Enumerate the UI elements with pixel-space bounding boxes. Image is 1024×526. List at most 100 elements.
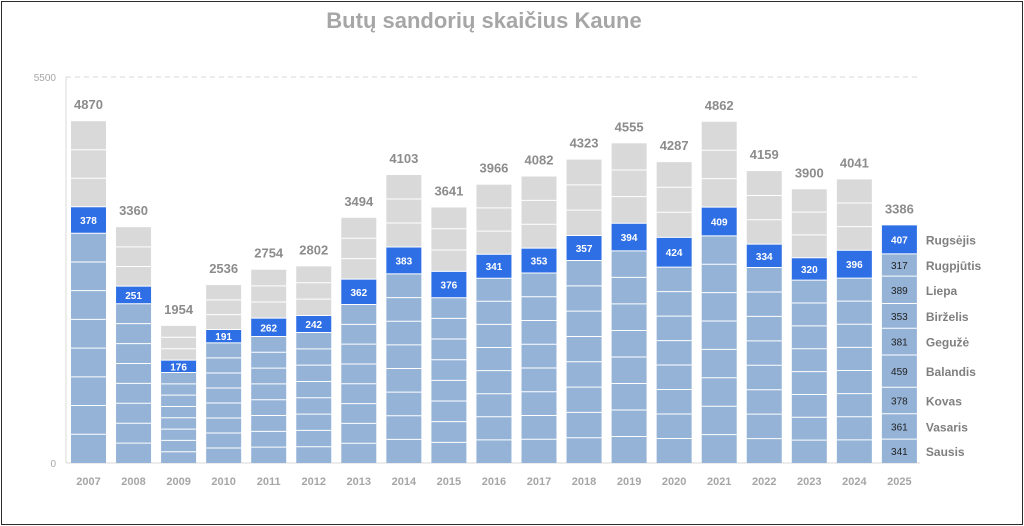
x-tick-label: 2018 xyxy=(572,476,596,488)
september-value-label: 334 xyxy=(756,252,773,263)
bar-segment-september xyxy=(476,254,512,279)
total-value-label: 4870 xyxy=(74,97,103,112)
september-value-label: 341 xyxy=(486,262,503,273)
total-value-label: 4555 xyxy=(615,119,644,134)
y-tick-label: 5500 xyxy=(34,73,57,84)
total-value-label: 4287 xyxy=(660,138,689,153)
month-value-label: 317 xyxy=(891,261,908,272)
bar-segment-september xyxy=(836,250,872,279)
x-tick-label: 2007 xyxy=(76,476,100,488)
y-tick-label: 0 xyxy=(50,459,56,470)
month-value-label: 378 xyxy=(891,396,908,407)
month-value-label: 353 xyxy=(891,312,908,323)
september-value-label: 251 xyxy=(125,291,142,302)
september-value-label: 394 xyxy=(621,233,638,244)
total-value-label: 4082 xyxy=(525,153,554,168)
september-value-label: 407 xyxy=(891,236,908,247)
bar-segment-september xyxy=(881,225,917,254)
month-name-label: Sausis xyxy=(926,445,965,459)
september-value-label: 424 xyxy=(666,248,683,259)
bar-segment-oct-dec xyxy=(116,227,152,287)
bar-segment-oct-dec xyxy=(566,159,602,236)
september-value-label: 191 xyxy=(215,332,232,343)
x-tick-label: 2013 xyxy=(347,476,371,488)
x-tick-label: 2019 xyxy=(617,476,641,488)
bar-segment-september xyxy=(71,206,106,234)
bar-segment-oct-dec xyxy=(701,121,737,208)
september-value-label: 409 xyxy=(711,217,728,228)
total-value-label: 2802 xyxy=(299,242,328,257)
bar-segment-oct-dec xyxy=(476,184,512,255)
total-value-label: 3900 xyxy=(795,165,824,180)
bar-segment-september xyxy=(251,318,287,337)
month-value-label: 361 xyxy=(891,422,908,433)
total-value-label: 3386 xyxy=(885,201,914,216)
bar-segment-september xyxy=(701,207,737,236)
bar-segment-september xyxy=(431,271,467,298)
bar-segment-oct-dec xyxy=(656,162,692,238)
september-value-label: 176 xyxy=(170,362,187,373)
bar-segment-september xyxy=(341,279,377,305)
bar-segment-oct-dec xyxy=(341,217,377,280)
month-name-label: Gegužė xyxy=(926,336,970,350)
month-name-label: Liepa xyxy=(926,284,958,298)
september-value-label: 357 xyxy=(576,244,593,255)
x-tick-label: 2015 xyxy=(437,476,461,488)
total-value-label: 4323 xyxy=(570,136,599,151)
september-value-label: 376 xyxy=(441,281,458,292)
bar-segment-september xyxy=(296,315,332,333)
month-value-label: 459 xyxy=(891,367,908,378)
x-tick-label: 2009 xyxy=(166,476,190,488)
total-value-label: 4159 xyxy=(750,147,779,162)
bar-segment-oct-dec xyxy=(836,179,872,251)
total-value-label: 3641 xyxy=(434,183,463,198)
bar-segment-oct-dec xyxy=(431,207,467,272)
bar-segment-oct-dec xyxy=(206,285,242,330)
month-value-label: 389 xyxy=(891,286,908,297)
month-name-label: Rugpjūtis xyxy=(926,259,982,273)
total-value-label: 2754 xyxy=(254,246,284,261)
bar-segment-september xyxy=(116,286,152,304)
x-tick-label: 2021 xyxy=(707,476,731,488)
september-value-label: 242 xyxy=(305,320,322,331)
bar-segment-oct-dec xyxy=(611,143,647,224)
month-value-label: 381 xyxy=(891,338,908,349)
bar-segment-oct-dec xyxy=(71,121,106,207)
x-tick-label: 2012 xyxy=(302,476,326,488)
x-tick-label: 2014 xyxy=(392,476,417,488)
total-value-label: 1954 xyxy=(164,302,194,317)
september-value-label: 378 xyxy=(80,216,97,227)
month-name-label: Vasaris xyxy=(926,420,968,434)
bar-segment-september xyxy=(566,235,602,261)
bar-segment-september xyxy=(791,257,827,281)
x-tick-label: 2025 xyxy=(887,476,911,488)
bar-segment-september xyxy=(161,360,197,373)
total-value-label: 2536 xyxy=(209,261,238,276)
x-tick-label: 2008 xyxy=(121,476,145,488)
bar-segment-september xyxy=(656,237,692,268)
total-value-label: 3966 xyxy=(479,161,508,176)
september-value-label: 262 xyxy=(260,323,277,334)
bar-segment-september xyxy=(386,247,422,274)
x-tick-label: 2020 xyxy=(662,476,686,488)
bar-segment-oct-dec xyxy=(746,171,782,245)
bar-segment-september xyxy=(611,223,647,251)
month-name-label: Rugsėjis xyxy=(926,234,976,248)
chart-title: Butų sandorių skaičius Kaune xyxy=(326,8,642,33)
bar-segment-september xyxy=(521,248,557,273)
bar-segment-oct-dec xyxy=(296,266,332,316)
x-tick-label: 2023 xyxy=(797,476,821,488)
bar-segment-oct-dec xyxy=(251,269,287,319)
bar-segment-jan-aug xyxy=(881,253,917,463)
september-value-label: 383 xyxy=(396,256,413,267)
x-tick-label: 2017 xyxy=(527,476,551,488)
total-value-label: 4862 xyxy=(705,98,734,113)
total-value-label: 3494 xyxy=(344,194,374,209)
month-value-label: 341 xyxy=(891,447,908,458)
september-value-label: 353 xyxy=(531,257,548,268)
x-tick-label: 2011 xyxy=(257,476,281,488)
month-name-label: Birželis xyxy=(926,310,969,324)
total-value-label: 4103 xyxy=(389,151,418,166)
